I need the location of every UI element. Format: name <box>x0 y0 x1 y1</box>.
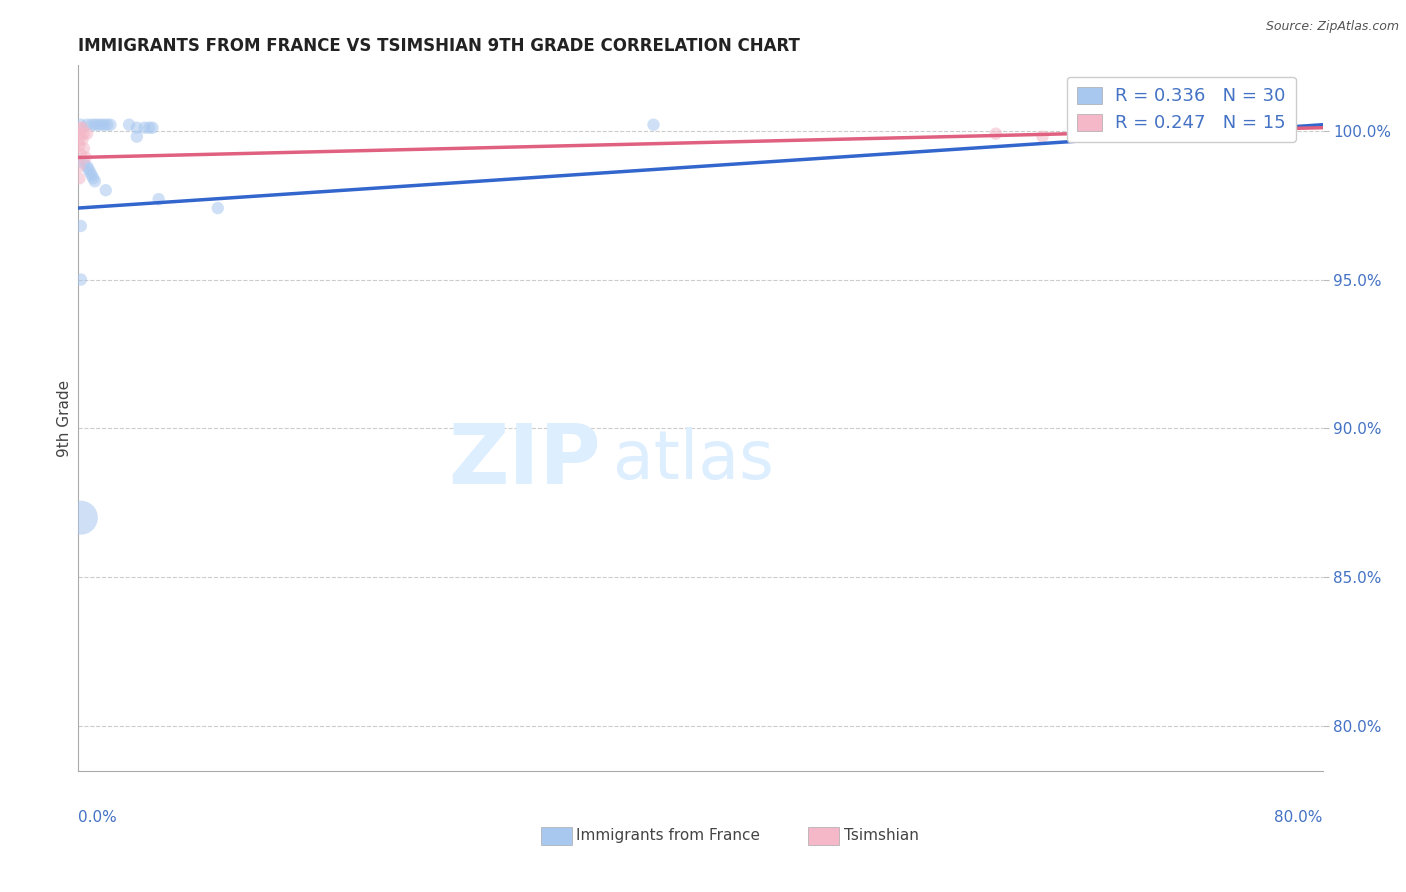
Point <box>76 118 98 132</box>
Point <box>125 129 148 144</box>
Point <box>70 510 93 524</box>
Point <box>70 272 93 286</box>
Point <box>1031 129 1053 144</box>
Legend: R = 0.336   N = 30, R = 0.247   N = 15: R = 0.336 N = 30, R = 0.247 N = 15 <box>1067 77 1295 142</box>
Text: 0.0%: 0.0% <box>77 810 117 824</box>
Point <box>73 127 96 141</box>
Text: IMMIGRANTS FROM FRANCE VS TSIMSHIAN 9TH GRADE CORRELATION CHART: IMMIGRANTS FROM FRANCE VS TSIMSHIAN 9TH … <box>77 37 800 55</box>
Point <box>93 118 115 132</box>
Point <box>134 120 156 135</box>
Point <box>80 118 103 132</box>
Point <box>87 118 110 132</box>
Text: ZIP: ZIP <box>449 420 600 500</box>
Point <box>70 147 93 161</box>
Point <box>100 118 122 132</box>
Point <box>67 171 90 186</box>
Point <box>125 120 148 135</box>
Point <box>67 153 90 168</box>
Point <box>118 118 141 132</box>
Point <box>67 133 90 147</box>
Point <box>643 118 665 132</box>
Point <box>82 171 104 186</box>
Point <box>67 120 90 135</box>
Point <box>73 156 96 170</box>
Point <box>70 219 93 233</box>
Point <box>77 162 100 177</box>
Point <box>73 142 96 156</box>
Point <box>76 127 98 141</box>
Point <box>70 127 93 141</box>
Point <box>72 120 94 135</box>
Point <box>207 201 229 215</box>
Point <box>72 133 94 147</box>
Point <box>83 118 105 132</box>
Point <box>76 160 98 174</box>
Point <box>90 118 112 132</box>
Point <box>94 183 117 197</box>
Y-axis label: 9th Grade: 9th Grade <box>58 379 72 457</box>
Point <box>80 169 103 183</box>
Point <box>984 127 1007 141</box>
Point <box>141 120 163 135</box>
Text: Source: ZipAtlas.com: Source: ZipAtlas.com <box>1265 20 1399 33</box>
Point <box>148 192 170 206</box>
Point <box>70 118 93 132</box>
Text: atlas: atlas <box>613 427 773 493</box>
Point <box>83 174 105 188</box>
Point <box>75 151 97 165</box>
Point <box>96 118 118 132</box>
Point <box>67 138 90 153</box>
Point <box>79 165 101 179</box>
Point <box>67 160 90 174</box>
Point <box>138 120 160 135</box>
Text: 80.0%: 80.0% <box>1274 810 1323 824</box>
Text: Immigrants from France: Immigrants from France <box>576 828 761 843</box>
Text: Tsimshian: Tsimshian <box>844 828 918 843</box>
